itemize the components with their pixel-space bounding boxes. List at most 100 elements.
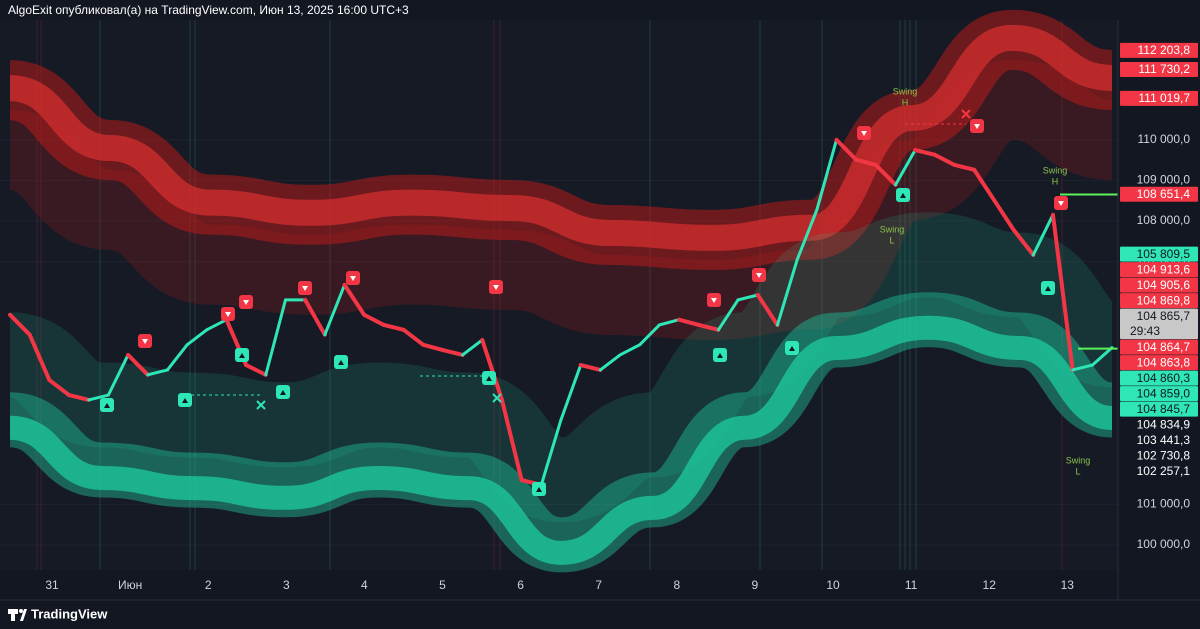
price-segment	[873, 162, 898, 187]
price-label-bg	[1120, 293, 1198, 309]
price-label-bg	[1120, 90, 1198, 106]
price-segment	[480, 337, 504, 402]
price-segment	[146, 368, 169, 377]
price-label-bg	[1120, 370, 1198, 386]
price-segment	[775, 258, 799, 327]
price-segment	[952, 162, 977, 172]
swing-label: Swing	[893, 86, 918, 96]
price-segment	[244, 363, 268, 377]
price-label: 111 019,7	[1138, 91, 1190, 105]
lower-band-fade	[6, 212, 1118, 523]
price-segment	[972, 167, 996, 202]
price-label: 104 863,8	[1137, 355, 1191, 369]
price-segment	[205, 318, 228, 332]
price-segment	[499, 397, 524, 483]
x-tick-label: 11	[905, 578, 918, 592]
price-segment	[815, 138, 838, 212]
swing-label: Swing	[880, 224, 905, 234]
price-label: 112 203,8	[1138, 43, 1191, 57]
sell-arrow	[861, 131, 867, 136]
price-segment	[913, 148, 937, 157]
price-segment	[440, 348, 465, 357]
swing-label: Swing	[1043, 165, 1068, 175]
price-label: 104 913,6	[1137, 262, 1191, 276]
buy-arrow	[536, 487, 542, 492]
buy-arrow	[789, 346, 795, 351]
price-label: 104 860,3	[1137, 371, 1191, 385]
price-label-bg	[1120, 417, 1198, 433]
x-tick-label: 9	[752, 578, 759, 592]
price-label: 111 730,2	[1138, 62, 1190, 76]
price-label-bg	[1120, 246, 1198, 262]
cross-marker	[256, 400, 266, 410]
price-segment	[323, 283, 347, 337]
sell-arrow	[711, 298, 717, 303]
y-tick-label: 100 000,0	[1137, 537, 1191, 551]
price-segment	[991, 197, 1016, 232]
sell-arrow	[243, 300, 249, 305]
price-label: 104 859,0	[1137, 386, 1191, 400]
price-segment	[362, 312, 386, 327]
price-segment	[1071, 363, 1094, 372]
buy-arrow	[280, 390, 286, 395]
price-segment	[578, 363, 603, 372]
price-segment	[303, 297, 327, 337]
price-label: 103 441,3	[1137, 433, 1191, 447]
price-segment	[27, 332, 52, 383]
header: AlgoExit опубликовал(а) на TradingView.c…	[8, 3, 409, 17]
price-label-bg	[1120, 448, 1198, 464]
price-segment	[932, 152, 957, 167]
price-segment	[1090, 346, 1114, 367]
swing-label: Swing	[1066, 455, 1091, 465]
price-label: 104 869,8	[1137, 293, 1191, 307]
sell-arrow	[974, 124, 980, 129]
x-tick-label: 8	[673, 578, 680, 592]
price-label-bg	[1120, 386, 1198, 402]
price-segment	[716, 298, 740, 332]
sell-arrow	[350, 276, 356, 281]
buy-arrow	[104, 403, 110, 408]
y-tick-label: 109 000,0	[1137, 173, 1191, 187]
swing-label: L	[889, 235, 894, 245]
x-tick-label: 3	[283, 578, 290, 592]
price-segment	[67, 393, 91, 402]
price-segment	[696, 322, 721, 332]
price-segment	[657, 318, 681, 327]
price-label-bg	[1120, 186, 1198, 202]
x-tick-label: Июн	[118, 578, 142, 592]
price-segment	[598, 353, 622, 372]
price-label-bg	[1120, 308, 1198, 340]
price-segment	[795, 208, 819, 262]
swing-label: H	[1052, 176, 1059, 186]
x-tick-label: 4	[361, 578, 368, 592]
buy-arrow	[900, 193, 906, 198]
price-segment	[834, 137, 859, 162]
price-label-bg	[1120, 401, 1198, 417]
price-label: 104 905,6	[1137, 278, 1191, 292]
upper-band-fade	[6, 59, 1115, 340]
price-segment	[736, 293, 760, 302]
sell-arrow	[142, 339, 148, 344]
price-segment	[461, 338, 484, 357]
price-label-bg	[1120, 262, 1198, 278]
sell-arrow	[302, 286, 308, 291]
price-label: 104 845,7	[1137, 402, 1191, 416]
price-label: 105 809,5	[1137, 247, 1191, 261]
cross-marker	[492, 393, 502, 403]
price-label: 102 257,1	[1137, 464, 1191, 478]
price-segment	[677, 317, 701, 327]
buy-arrow	[717, 353, 723, 358]
price-label: 108 651,4	[1137, 187, 1191, 201]
swing-label: L	[1075, 466, 1080, 476]
price-label-bg	[1120, 42, 1198, 58]
buy-arrow	[182, 398, 188, 403]
x-tick-label: 31	[45, 578, 59, 592]
price-label: 102 730,8	[1137, 448, 1191, 462]
price-label-bg	[1120, 355, 1198, 371]
sell-arrow	[756, 273, 762, 278]
price-segment	[755, 293, 780, 327]
price-label-bg	[1120, 339, 1198, 355]
price-label-bg	[1120, 62, 1198, 78]
